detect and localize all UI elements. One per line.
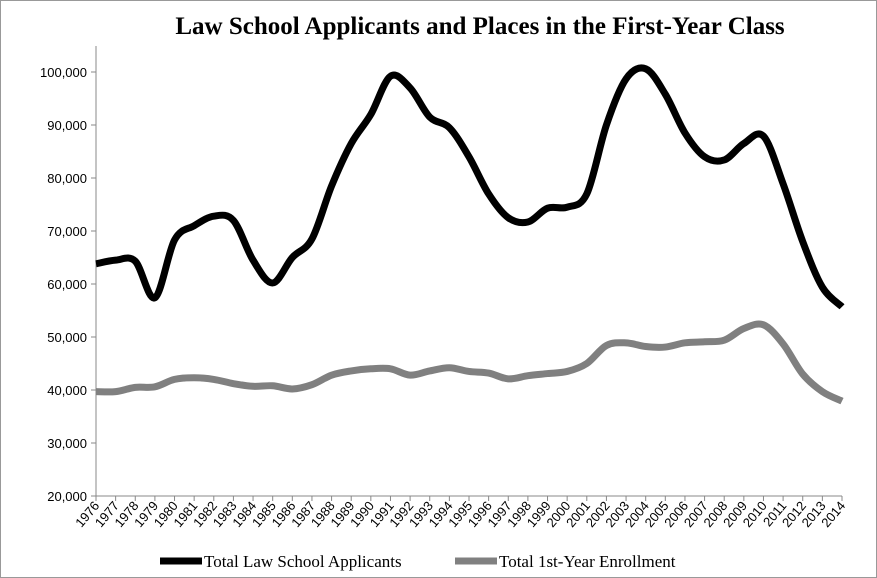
series-line xyxy=(95,320,844,405)
y-tick-label: 100,000 xyxy=(40,65,87,80)
y-tick-label: 70,000 xyxy=(47,224,87,239)
legend-label: Total 1st-Year Enrollment xyxy=(499,552,676,571)
y-tick-label: 30,000 xyxy=(47,436,87,451)
y-tick-label: 60,000 xyxy=(47,277,87,292)
y-tick-label: 20,000 xyxy=(47,489,87,504)
chart-title: Law School Applicants and Places in the … xyxy=(175,13,785,40)
series-line xyxy=(95,64,845,310)
legend-label: Total Law School Applicants xyxy=(204,552,402,571)
y-tick-label: 50,000 xyxy=(47,330,87,345)
y-tick-label: 90,000 xyxy=(47,118,87,133)
y-tick-label: 80,000 xyxy=(47,171,87,186)
y-tick-label: 40,000 xyxy=(47,383,87,398)
